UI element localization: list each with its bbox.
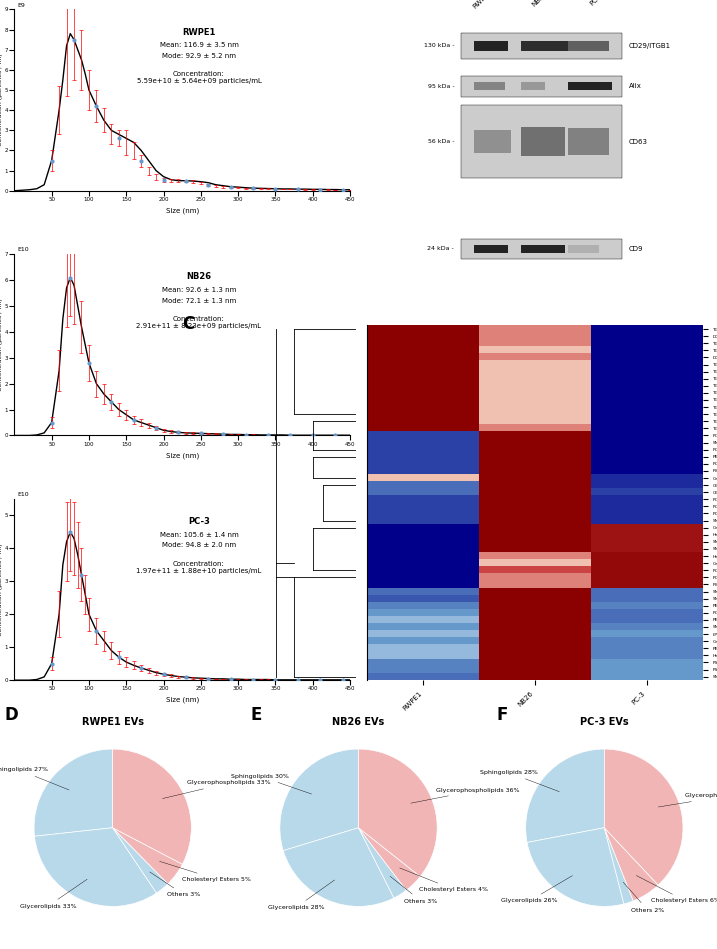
Text: CD63: CD63 [629,139,647,144]
Text: E10: E10 [18,493,29,497]
Text: Glycerolipids 28%: Glycerolipids 28% [268,880,335,910]
Text: Mode: 94.8 ± 2.0 nm: Mode: 94.8 ± 2.0 nm [162,543,236,549]
Text: E10: E10 [18,248,29,252]
Text: Sphingolipids 30%: Sphingolipids 30% [231,773,312,794]
Text: Concentration:
5.59e+10 ± 5.64e+09 particles/mL: Concentration: 5.59e+10 ± 5.64e+09 parti… [136,71,262,84]
Text: Mean: 116.9 ± 3.5 nm: Mean: 116.9 ± 3.5 nm [160,42,239,48]
Text: Mean: 92.6 ± 1.3 nm: Mean: 92.6 ± 1.3 nm [162,287,236,293]
Wedge shape [113,828,168,893]
Text: B: B [350,0,363,5]
Title: NB26 EVs: NB26 EVs [333,717,384,727]
Text: 130 kDa -: 130 kDa - [424,44,454,48]
Text: 56 kDa -: 56 kDa - [428,140,454,144]
Bar [461,32,622,59]
Title: RWPE1 EVs: RWPE1 EVs [82,717,143,727]
Bar [461,76,622,97]
Y-axis label: Concentration (particles / ml): Concentration (particles / ml) [0,543,3,636]
X-axis label: Size (nm): Size (nm) [166,208,199,214]
Bar [521,83,545,90]
Text: CD9: CD9 [629,246,643,251]
Bar [569,41,609,51]
Bar [475,130,511,153]
Bar [521,245,565,253]
Text: Sphingolipids 27%: Sphingolipids 27% [0,768,69,790]
Wedge shape [358,828,407,898]
Text: Glycerolipids 26%: Glycerolipids 26% [501,876,572,903]
Wedge shape [280,749,358,850]
Bar [569,245,599,253]
Wedge shape [604,749,683,885]
Text: Others 3%: Others 3% [390,876,437,903]
Text: Cholesteryl Esters 5%: Cholesteryl Esters 5% [160,862,251,882]
Wedge shape [604,828,633,903]
Wedge shape [283,828,394,906]
Wedge shape [604,828,658,901]
Bar [475,41,508,51]
Bar [461,105,622,177]
Text: NB26: NB26 [186,272,212,281]
Text: PC-3: PC-3 [589,0,604,7]
Bar [521,127,565,156]
Bar [521,41,569,51]
Text: RWPE1: RWPE1 [182,28,216,37]
X-axis label: Size (nm): Size (nm) [166,697,199,703]
Text: Others 3%: Others 3% [150,872,201,897]
Text: Alix: Alix [629,84,642,89]
Wedge shape [34,749,113,836]
Wedge shape [526,749,604,843]
Wedge shape [34,828,156,906]
Text: 24 kDa -: 24 kDa - [427,247,454,251]
Text: Mode: 72.1 ± 1.3 nm: Mode: 72.1 ± 1.3 nm [162,298,236,304]
Title: PC-3 EVs: PC-3 EVs [580,717,629,727]
Wedge shape [358,749,437,877]
Text: Mean: 105.6 ± 1.4 nm: Mean: 105.6 ± 1.4 nm [160,531,238,537]
Text: D: D [4,706,18,724]
Wedge shape [358,828,420,890]
Text: NB26: NB26 [531,0,549,8]
Bar [461,239,622,259]
Text: PC-3: PC-3 [188,517,210,526]
Text: Mode: 92.9 ± 5.2 nm: Mode: 92.9 ± 5.2 nm [162,53,236,59]
Text: Concentration:
2.91e+11 ± 8.23e+09 particles/mL: Concentration: 2.91e+11 ± 8.23e+09 parti… [136,316,262,329]
Text: Glycerophospholipids 33%: Glycerophospholipids 33% [163,780,270,798]
Text: Sphingolipids 28%: Sphingolipids 28% [480,770,559,791]
Text: Glycerophospholipids 36%: Glycerophospholipids 36% [411,788,520,803]
Wedge shape [527,828,624,906]
Text: Glycerophospholipids 38%: Glycerophospholipids 38% [658,793,717,807]
Text: RWPE1: RWPE1 [472,0,493,9]
Bar [475,245,508,253]
Text: C: C [182,315,194,333]
Bar [475,83,505,90]
Wedge shape [113,749,191,865]
Bar [569,128,609,155]
Text: F: F [496,706,508,724]
Text: Cholesteryl Esters 4%: Cholesteryl Esters 4% [399,868,488,892]
Text: E9: E9 [18,3,26,8]
Y-axis label: Concentration (particles / ml): Concentration (particles / ml) [0,299,3,391]
Text: CD29/ITGB1: CD29/ITGB1 [629,43,671,48]
Bar [569,83,612,90]
Text: Cholesteryl Esters 6%: Cholesteryl Esters 6% [636,876,717,903]
Y-axis label: Concentration (particles / ml): Concentration (particles / ml) [0,54,3,146]
Text: E: E [250,706,262,724]
Text: Glycerolipids 33%: Glycerolipids 33% [19,879,87,909]
X-axis label: Size (nm): Size (nm) [166,453,199,458]
Text: Others 2%: Others 2% [623,883,665,913]
Wedge shape [113,828,182,884]
Text: Concentration:
1.97e+11 ± 1.88e+10 particles/mL: Concentration: 1.97e+11 ± 1.88e+10 parti… [136,561,262,573]
Text: 95 kDa -: 95 kDa - [427,84,454,89]
